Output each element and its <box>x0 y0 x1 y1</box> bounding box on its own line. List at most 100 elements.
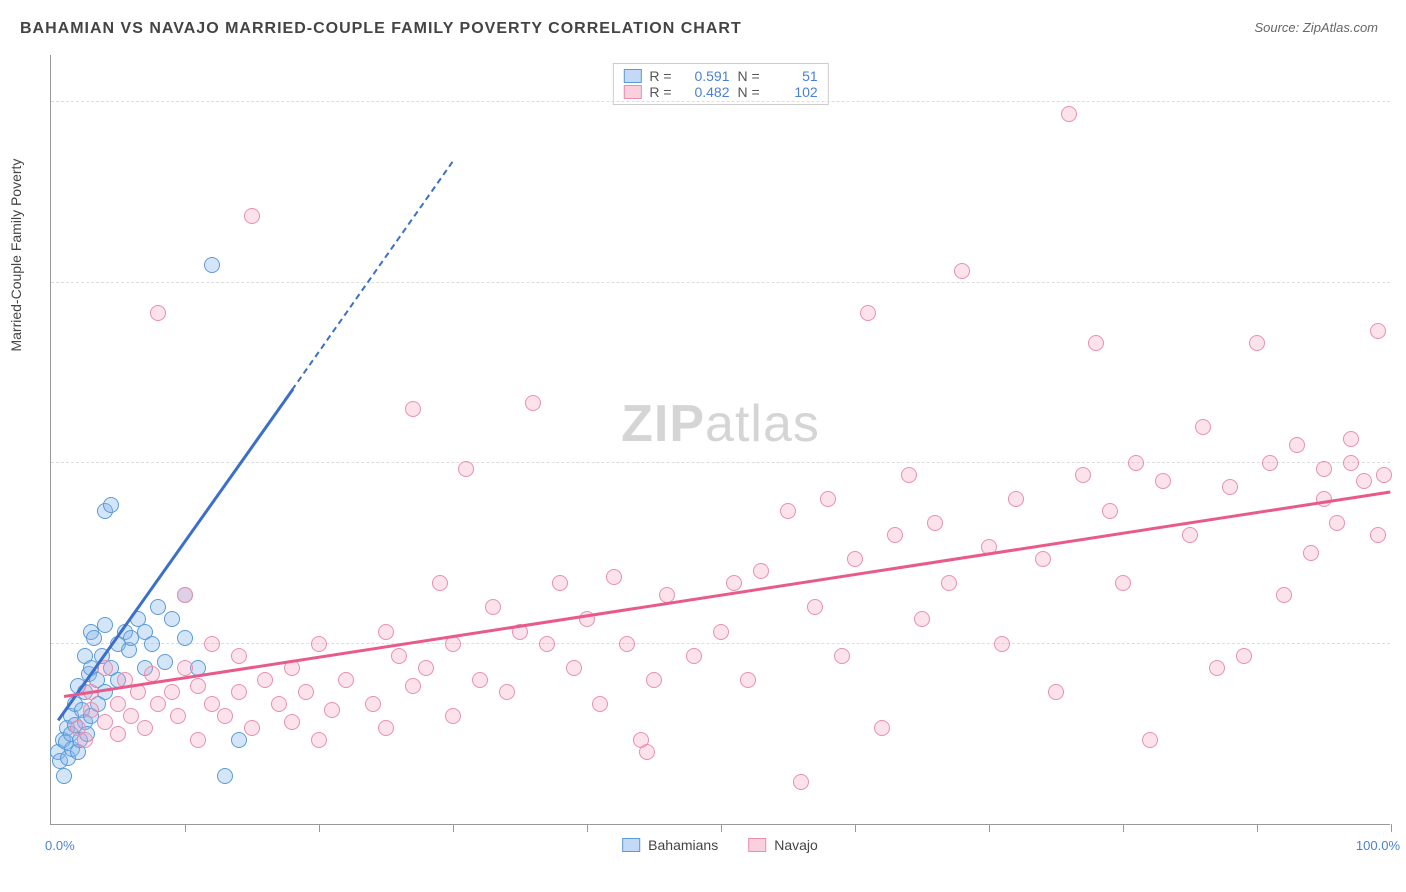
data-point <box>1276 587 1292 603</box>
data-point <box>97 617 113 633</box>
data-point <box>860 305 876 321</box>
x-tick <box>989 824 990 832</box>
data-point <box>525 395 541 411</box>
data-point <box>190 732 206 748</box>
data-point <box>271 696 287 712</box>
data-point <box>284 714 300 730</box>
data-point <box>217 768 233 784</box>
data-point <box>1061 106 1077 122</box>
legend-item: Navajo <box>748 837 818 853</box>
data-point <box>1209 660 1225 676</box>
data-point <box>190 678 206 694</box>
stat-row: R = 0.482 N = 102 <box>623 84 817 100</box>
data-point <box>311 636 327 652</box>
data-point <box>458 461 474 477</box>
data-point <box>378 720 394 736</box>
data-point <box>807 599 823 615</box>
data-point <box>123 708 139 724</box>
stat-n-label: N = <box>738 84 760 100</box>
data-point <box>1370 527 1386 543</box>
data-point <box>566 660 582 676</box>
data-point <box>244 208 260 224</box>
data-point <box>713 624 729 640</box>
data-point <box>1316 461 1332 477</box>
correlation-stats-box: R = 0.591 N = 51 R = 0.482 N = 102 <box>612 63 828 105</box>
data-point <box>1088 335 1104 351</box>
x-tick <box>185 824 186 832</box>
data-point <box>901 467 917 483</box>
data-point <box>592 696 608 712</box>
data-point <box>1048 684 1064 700</box>
data-point <box>231 684 247 700</box>
data-point <box>1035 551 1051 567</box>
x-tick <box>1391 824 1392 832</box>
data-point <box>445 708 461 724</box>
data-point <box>1370 323 1386 339</box>
data-point <box>365 696 381 712</box>
data-point <box>619 636 635 652</box>
swatch-pink-icon <box>623 85 641 99</box>
data-point <box>137 720 153 736</box>
x-tick <box>855 824 856 832</box>
data-point <box>405 678 421 694</box>
gridline: 60.0% <box>51 101 1390 102</box>
plot-area: Married-Couple Family Poverty ZIPatlas R… <box>50 55 1390 825</box>
x-axis-max-label: 100.0% <box>1356 838 1400 853</box>
data-point <box>606 569 622 585</box>
data-point <box>378 624 394 640</box>
gridline: 15.0% <box>51 643 1390 644</box>
x-tick <box>721 824 722 832</box>
data-point <box>1356 473 1372 489</box>
chart-container: Married-Couple Family Poverty ZIPatlas R… <box>50 55 1390 825</box>
trend-line <box>57 389 294 721</box>
data-point <box>177 587 193 603</box>
y-tick-label: 45.0% <box>1398 275 1406 290</box>
legend-item: Bahamians <box>622 837 718 853</box>
data-point <box>646 672 662 688</box>
data-point <box>231 732 247 748</box>
data-point <box>97 714 113 730</box>
x-tick <box>587 824 588 832</box>
data-point <box>485 599 501 615</box>
data-point <box>1262 455 1278 471</box>
data-point <box>204 257 220 273</box>
y-axis-title: Married-Couple Family Poverty <box>8 158 24 351</box>
data-point <box>552 575 568 591</box>
data-point <box>391 648 407 664</box>
data-point <box>338 672 354 688</box>
x-tick <box>453 824 454 832</box>
x-tick <box>1123 824 1124 832</box>
data-point <box>1182 527 1198 543</box>
data-point <box>1376 467 1392 483</box>
data-point <box>150 305 166 321</box>
data-point <box>257 672 273 688</box>
data-point <box>110 726 126 742</box>
data-point <box>144 666 160 682</box>
data-point <box>231 648 247 664</box>
data-point <box>847 551 863 567</box>
legend-label: Bahamians <box>648 837 718 853</box>
stat-r-value: 0.482 <box>680 84 730 100</box>
data-point <box>204 636 220 652</box>
y-tick-label: 15.0% <box>1398 636 1406 651</box>
data-point <box>753 563 769 579</box>
data-point <box>1343 455 1359 471</box>
data-point <box>298 684 314 700</box>
x-tick <box>1257 824 1258 832</box>
data-point <box>1249 335 1265 351</box>
data-point <box>941 575 957 591</box>
stat-r-label: R = <box>649 84 671 100</box>
data-point <box>164 684 180 700</box>
data-point <box>1329 515 1345 531</box>
data-point <box>834 648 850 664</box>
data-point <box>103 497 119 513</box>
data-point <box>177 630 193 646</box>
data-point <box>177 660 193 676</box>
data-point <box>927 515 943 531</box>
source-attribution: Source: ZipAtlas.com <box>1254 20 1378 35</box>
data-point <box>1303 545 1319 561</box>
data-point <box>324 702 340 718</box>
data-point <box>1222 479 1238 495</box>
data-point <box>1236 648 1252 664</box>
data-point <box>418 660 434 676</box>
